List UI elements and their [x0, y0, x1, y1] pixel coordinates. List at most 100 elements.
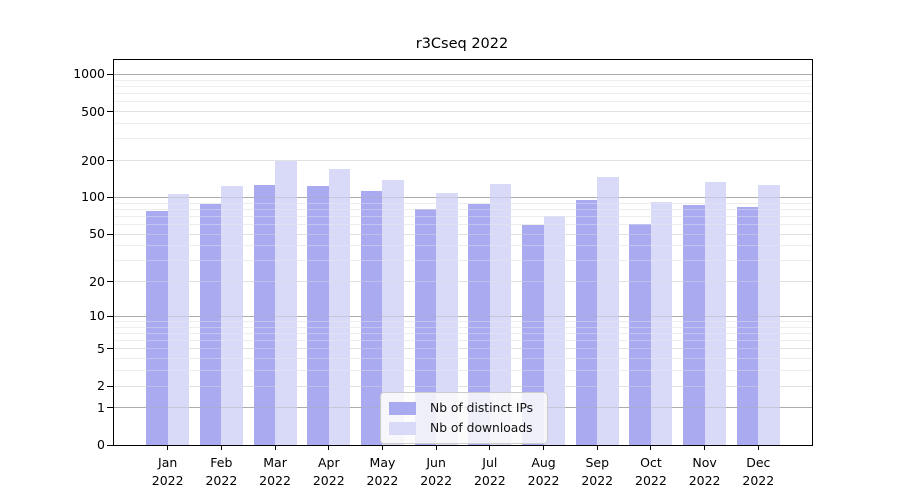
bar-distinct-ips [468, 204, 490, 445]
bar-distinct-ips [146, 211, 168, 445]
x-tick [381, 445, 383, 450]
x-tick-label: Apr 2022 [312, 455, 345, 488]
bar-distinct-ips [575, 199, 598, 445]
minor-gridline [114, 79, 812, 81]
major-gridline [114, 111, 812, 113]
x-tick-label: Oct 2022 [635, 455, 667, 488]
major-gridline [114, 315, 812, 317]
minor-gridline [114, 358, 812, 360]
major-gridline [114, 385, 812, 387]
minor-gridline [114, 79, 812, 81]
minor-gridline [114, 202, 812, 204]
bar-downloads [328, 168, 351, 445]
minor-gridline [114, 215, 812, 217]
major-gridline [114, 281, 812, 283]
bar-distinct-ips [414, 208, 437, 445]
major-gridline [114, 160, 812, 162]
minor-gridline [114, 123, 812, 125]
legend-item-distinct-ips: Nb of distinct IPs [389, 398, 539, 418]
x-tick-label: Jul 2022 [473, 455, 506, 488]
x-tick [220, 445, 222, 450]
bar-downloads [275, 160, 297, 445]
x-tick-label: Sep 2022 [581, 455, 614, 488]
minor-gridline [114, 85, 812, 87]
bar-downloads [597, 176, 619, 445]
minor-gridline [114, 358, 812, 360]
minor-gridline [114, 332, 812, 334]
minor-gridline [114, 123, 812, 125]
y-tick [107, 160, 114, 162]
major-gridline [114, 233, 812, 235]
legend-label-distinct-ips: Nb of distinct IPs [430, 401, 534, 415]
y-tick [107, 196, 114, 198]
x-tick [543, 445, 545, 450]
y-tick-label: 20 [89, 273, 105, 289]
x-tick [704, 445, 706, 450]
minor-gridline [114, 101, 812, 103]
x-tick [274, 445, 276, 450]
bar-downloads [489, 183, 512, 445]
minor-gridline [114, 93, 812, 95]
minor-gridline [114, 370, 812, 372]
minor-gridline [114, 260, 812, 262]
minor-gridline [114, 245, 812, 247]
x-tick-label: Aug 2022 [527, 455, 560, 488]
bar-distinct-ips [199, 204, 222, 445]
y-tick-label: 2 [97, 378, 105, 394]
bars-layer [114, 60, 812, 445]
y-tick-label: 200 [81, 152, 105, 168]
minor-gridline [114, 208, 812, 210]
y-tick-label: 1 [97, 399, 105, 415]
minor-gridline [114, 93, 812, 95]
y-tick-label: 50 [89, 226, 105, 242]
x-tick [596, 445, 598, 450]
bar-distinct-ips [522, 225, 544, 445]
bar-distinct-ips [629, 223, 651, 445]
minor-gridline [114, 370, 812, 372]
x-tick [167, 445, 169, 450]
minor-gridline [114, 260, 812, 262]
y-tick-label: 5 [97, 340, 105, 356]
plot-area: 0 1 2 5 10 20 50 100 200 500 1000 Jan 2022 Feb 2022 Mar… [73, 59, 813, 488]
minor-gridline [114, 215, 812, 217]
y-tick [107, 111, 114, 113]
minor-gridline [114, 332, 812, 334]
minor-gridline [114, 101, 812, 103]
x-tick [757, 445, 759, 450]
x-tick-label: Jan 2022 [151, 455, 184, 488]
major-gridline [114, 73, 812, 75]
minor-gridline [114, 326, 812, 328]
x-tick [435, 445, 437, 450]
x-tick [650, 445, 652, 450]
bar-distinct-ips [736, 206, 759, 445]
major-gridline [114, 281, 812, 283]
bar-distinct-ips [360, 190, 383, 445]
bar-downloads [167, 193, 190, 445]
x-tick-label: Dec 2022 [742, 455, 775, 488]
major-gridline [114, 111, 812, 113]
x-tick [489, 445, 491, 450]
y-tick [107, 233, 114, 235]
major-gridline [114, 196, 812, 198]
y-tick-label: 10 [89, 308, 105, 324]
bar-distinct-ips [253, 184, 276, 445]
major-gridline [114, 348, 812, 350]
y-tick [107, 315, 114, 317]
y-tick [107, 73, 114, 75]
axis-marks-layer: 0 1 2 5 10 20 50 100 200 500 1000 Jan 2022 Feb 2022 Mar… [73, 60, 812, 487]
minor-gridline [114, 340, 812, 342]
y-tick [107, 385, 114, 387]
bar-downloads [704, 182, 727, 445]
bar-distinct-ips [683, 204, 705, 445]
bar-downloads [221, 185, 243, 445]
minor-gridline [114, 138, 812, 140]
chart-title: r3Cseq 2022 [415, 36, 509, 52]
bar-downloads [543, 216, 566, 445]
bar-downloads [436, 193, 458, 445]
minor-gridline [114, 326, 812, 328]
bar-distinct-ips [307, 186, 329, 445]
minor-gridline [114, 340, 812, 342]
x-tick-label: Feb 2022 [205, 455, 238, 488]
minor-gridline [114, 208, 812, 210]
